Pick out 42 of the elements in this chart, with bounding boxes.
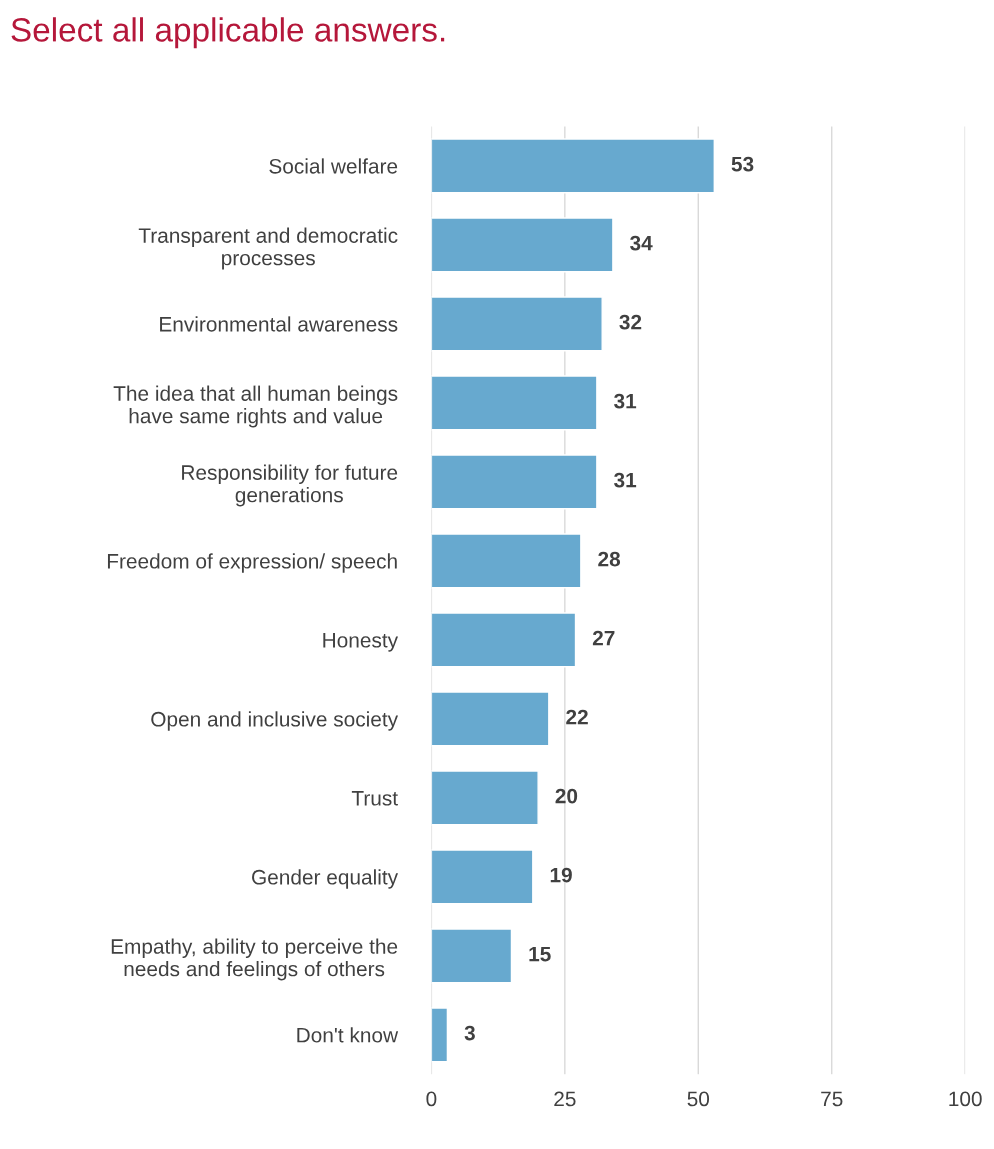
data-label: 27 (592, 630, 615, 646)
data-label: 32 (619, 314, 642, 330)
data-label: 31 (614, 393, 637, 409)
y-tick-label: Empathy, ability to perceive the needs and feelings of others (111, 938, 398, 981)
data-label: 31 (614, 472, 637, 488)
data-label: 22 (566, 709, 588, 725)
data-label: 3 (464, 1025, 475, 1041)
x-tick-label: 50 (687, 1091, 710, 1107)
bar (431, 138, 715, 194)
data-label: 19 (550, 867, 572, 883)
data-label: 34 (630, 235, 653, 251)
y-tick-label: The idea that all human beings have same rights and value (113, 385, 398, 428)
y-tick-label: Trust (351, 791, 398, 806)
bar (431, 296, 603, 352)
x-tick-label: 0 (426, 1091, 437, 1107)
bar (431, 691, 550, 747)
bar (431, 217, 614, 273)
y-tick-label: Freedom of expression/ speech (107, 553, 397, 573)
bar (431, 533, 582, 589)
y-tick-label: Gender equality (252, 869, 399, 889)
chart-title: Select all applicable answers. (11, 17, 445, 49)
y-tick-label: Responsibility for future generations (182, 464, 398, 507)
y-tick-label: Transparent and democratic processes (138, 227, 398, 270)
x-tick-label: 75 (821, 1091, 843, 1107)
bar (431, 612, 577, 668)
bar (431, 1007, 449, 1063)
data-label: 20 (555, 788, 578, 804)
bar (431, 375, 598, 431)
bar (431, 928, 513, 984)
y-tick-label: Open and inclusive society (151, 711, 399, 731)
bar (431, 770, 539, 826)
data-label: 53 (731, 156, 754, 172)
bar (431, 454, 598, 510)
y-tick-label: Environmental awareness (160, 316, 398, 332)
data-label: 15 (529, 946, 551, 962)
y-tick-label: Honesty (323, 633, 399, 652)
x-tick-label: 100 (949, 1091, 982, 1107)
x-tick-label: 25 (554, 1091, 576, 1107)
y-tick-label: Social welfare (269, 158, 398, 174)
data-label: 28 (598, 551, 621, 567)
bar (431, 849, 534, 905)
y-tick-label: Don't know (297, 1027, 399, 1043)
